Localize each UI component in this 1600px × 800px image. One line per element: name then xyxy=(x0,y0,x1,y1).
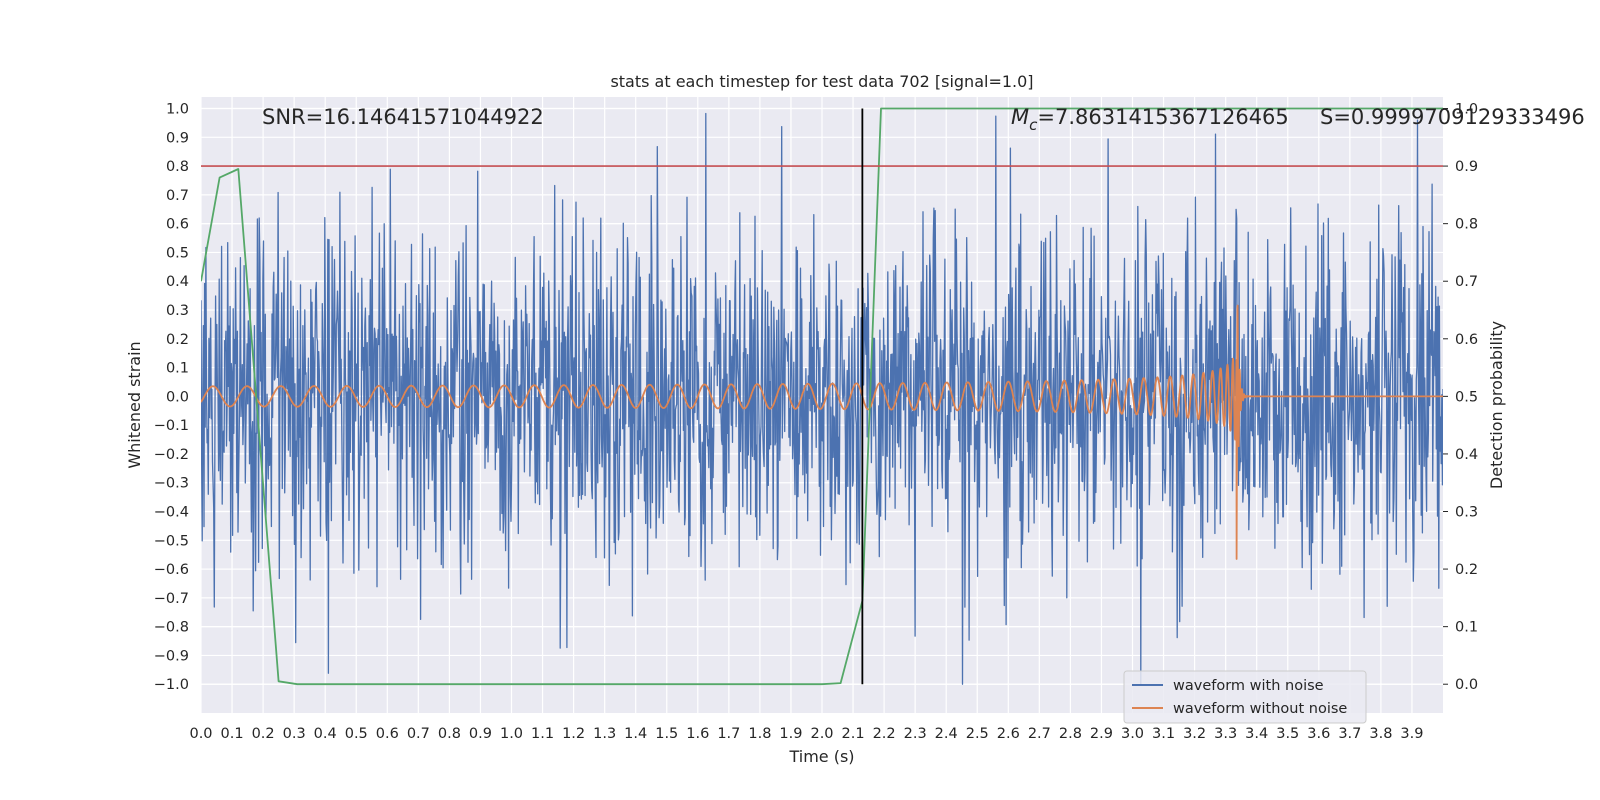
chart-title: stats at each timestep for test data 702… xyxy=(610,72,1033,91)
x-tick-label: 2.5 xyxy=(966,726,989,742)
x-tick-label: 1.7 xyxy=(717,726,740,742)
y2-tick-label: 0.7 xyxy=(1455,274,1478,290)
y2-tick-label: 0.1 xyxy=(1455,620,1478,636)
y2-tick-label: 0.3 xyxy=(1455,505,1478,521)
x-tick-label: 2.6 xyxy=(997,726,1020,742)
y-tick-label: 0.8 xyxy=(166,159,189,175)
y-tick-label: −1.0 xyxy=(154,677,189,693)
y-tick-label: 0.3 xyxy=(166,303,189,319)
y2-axis-ticks: 1.0 0.9 0.8 0.7 0.6 0.5 0.4 0.3 0.2 0.1 0.0 xyxy=(1443,102,1478,693)
x-axis-label: Time (s) xyxy=(788,747,854,766)
y-axis-label: Whitened strain xyxy=(125,341,144,468)
x-tick-label: 1.0 xyxy=(500,726,523,742)
legend-box xyxy=(1123,670,1367,724)
x-tick-label: 0.9 xyxy=(469,726,492,742)
y-tick-label: −0.6 xyxy=(154,562,189,578)
y-tick-label: −0.1 xyxy=(154,418,189,434)
y-tick-label: −0.7 xyxy=(154,591,189,607)
s-annotation: S=0.9999709129333496 xyxy=(1320,105,1585,129)
y2-tick-label: 0.0 xyxy=(1455,677,1478,693)
x-tick-label: 0.6 xyxy=(376,726,399,742)
mc-value: =7.8631415367126465 xyxy=(1037,105,1288,129)
x-tick-label: 3.2 xyxy=(1183,726,1206,742)
x-tick-label: 2.1 xyxy=(842,726,865,742)
x-tick-label: 2.3 xyxy=(904,726,927,742)
mc-annotation: Mc=7.8631415367126465 xyxy=(1011,105,1289,134)
x-tick-label: 1.1 xyxy=(531,726,554,742)
y2-tick-label: 0.8 xyxy=(1455,217,1478,233)
y-tick-label: −0.5 xyxy=(154,533,189,549)
x-axis-ticks: 0.0 0.1 0.2 0.3 0.4 0.5 0.6 0.7 0.8 0.9 1.0 1.1 1.2 1… xyxy=(189,726,1423,742)
y-tick-label: 0.6 xyxy=(166,217,189,233)
series-line-2 xyxy=(201,107,1443,686)
x-tick-label: 2.0 xyxy=(810,726,833,742)
x-tick-label: 1.8 xyxy=(748,726,771,742)
x-tick-label: 1.2 xyxy=(562,726,585,742)
x-tick-label: 0.4 xyxy=(314,726,337,742)
x-tick-label: 3.1 xyxy=(1152,726,1175,742)
x-tick-label: 0.0 xyxy=(189,726,212,742)
x-tick-label: 0.7 xyxy=(407,726,430,742)
y2-tick-label: 0.2 xyxy=(1455,562,1478,578)
y-tick-label: 0.4 xyxy=(166,274,189,290)
x-tick-label: 2.2 xyxy=(873,726,896,742)
x-tick-label: 3.5 xyxy=(1276,726,1299,742)
x-tick-label: 2.4 xyxy=(935,726,958,742)
x-tick-label: 1.4 xyxy=(624,726,647,742)
x-tick-label: 1.9 xyxy=(779,726,802,742)
x-tick-label: 2.9 xyxy=(1090,726,1113,742)
x-tick-label: 2.8 xyxy=(1059,726,1082,742)
x-tick-label: 1.6 xyxy=(686,726,709,742)
x-tick-label: 3.8 xyxy=(1369,726,1392,742)
y2-tick-label: 0.5 xyxy=(1455,389,1478,405)
mc-subscript: c xyxy=(1029,116,1038,134)
y-tick-label: −0.9 xyxy=(154,648,189,664)
x-tick-label: 3.0 xyxy=(1121,726,1144,742)
y2-tick-label: 0.4 xyxy=(1455,447,1478,463)
y-axis-ticks: 1.0 0.9 0.8 0.7 0.6 0.5 0.4 0.3 0.2 0.1 0.0 −0.1 −0.… xyxy=(154,102,189,694)
x-tick-label: 3.6 xyxy=(1307,726,1330,742)
snr-annotation: SNR=16.14641571044922 xyxy=(262,105,544,129)
mc-symbol: M xyxy=(1011,105,1029,129)
x-tick-label: 0.5 xyxy=(345,726,368,742)
x-tick-label: 1.5 xyxy=(655,726,678,742)
y-tick-label: −0.8 xyxy=(154,620,189,636)
legend: waveform with noise waveform without noi… xyxy=(1123,670,1367,724)
x-tick-label: 1.3 xyxy=(593,726,616,742)
x-tick-label: 0.2 xyxy=(252,726,275,742)
y-tick-label: −0.4 xyxy=(154,505,189,521)
x-tick-label: 2.7 xyxy=(1028,726,1051,742)
x-tick-label: 0.1 xyxy=(221,726,244,742)
y-tick-label: 0.9 xyxy=(166,130,189,146)
y2-tick-label: 0.6 xyxy=(1455,332,1478,348)
y2-tick-label: 0.9 xyxy=(1455,159,1478,175)
y-tick-label: −0.3 xyxy=(154,476,189,492)
y-tick-label: −0.2 xyxy=(154,447,189,463)
x-tick-label: 3.3 xyxy=(1214,726,1237,742)
y-tick-label: 1.0 xyxy=(166,102,189,118)
x-tick-label: 0.3 xyxy=(283,726,306,742)
y2-axis-label: Detection probability xyxy=(1487,321,1506,489)
legend-entry-clean: waveform without noise xyxy=(1173,701,1347,717)
y-tick-label: 0.2 xyxy=(166,332,189,348)
x-tick-label: 3.7 xyxy=(1338,726,1361,742)
y-tick-label: 0.5 xyxy=(166,245,189,261)
x-tick-label: 3.9 xyxy=(1400,726,1423,742)
x-tick-label: 3.4 xyxy=(1245,726,1268,742)
series-line-1 xyxy=(201,304,1443,560)
legend-entry-noise: waveform with noise xyxy=(1173,678,1324,694)
x-tick-label: 0.8 xyxy=(438,726,461,742)
y-tick-label: 0.1 xyxy=(166,361,189,377)
y-tick-label: 0.0 xyxy=(166,389,189,405)
y2-tick-label: 1.0 xyxy=(1455,102,1478,118)
y-tick-label: 0.7 xyxy=(166,188,189,204)
